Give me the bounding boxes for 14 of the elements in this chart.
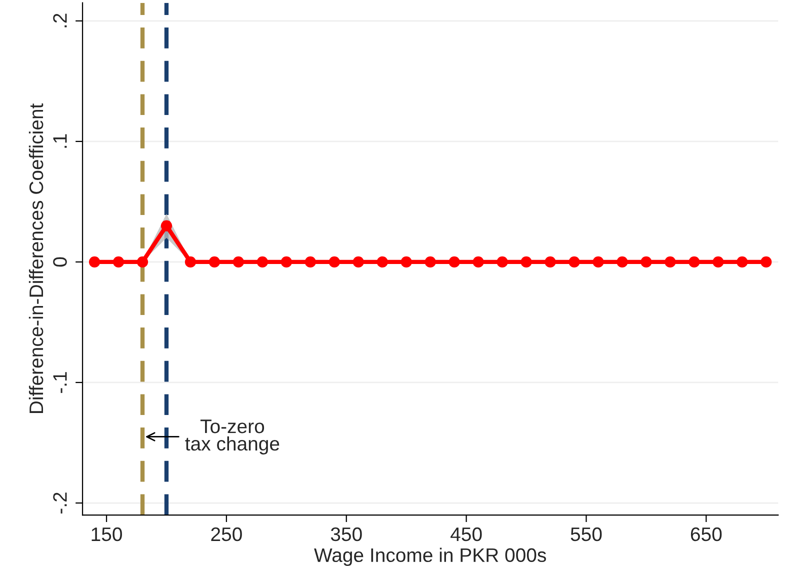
y-tick-label: -.2 <box>53 492 67 514</box>
x-tick-label: 650 <box>690 527 722 542</box>
y-tick-label: 0 <box>53 257 67 267</box>
y-tick-label: .2 <box>53 14 67 28</box>
x-tick-label: 450 <box>450 527 482 542</box>
y-axis-title: Difference-in-Differences Coefficient <box>28 103 44 413</box>
x-axis-title: Wage Income in PKR 000s <box>314 548 546 566</box>
x-tick-label: 550 <box>570 527 602 542</box>
annotation: To-zero tax change <box>185 420 280 454</box>
x-tick-label: 350 <box>330 527 362 542</box>
x-tick-label: 150 <box>92 527 122 542</box>
y-tick-label: -.1 <box>53 372 67 393</box>
y-tick-label: .1 <box>53 134 67 148</box>
x-tick-label: 250 <box>211 527 242 542</box>
